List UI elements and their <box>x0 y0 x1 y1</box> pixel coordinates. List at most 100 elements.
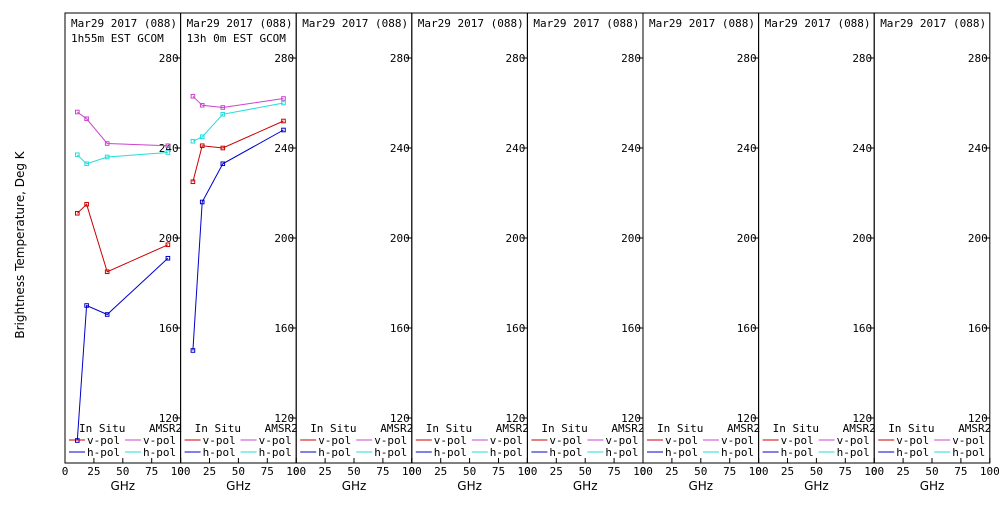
series-insitu-vpol-point <box>165 242 171 248</box>
series-insitu-vpol-point <box>190 179 196 185</box>
legend-label-amsr2-vpol: v-pol <box>490 434 523 447</box>
series-amsr2-hpol-point <box>199 134 205 140</box>
series-insitu-hpol-line <box>192 129 284 351</box>
chart-panel-4: Mar29 2017 (088) 120 160 200 240 280 0 25 50 75 10… <box>408 12 537 493</box>
panel-title-line: Mar29 2017 (088) <box>880 17 986 30</box>
y-tick-label: 160 <box>968 322 988 335</box>
y-tick-label: 120 <box>852 412 872 425</box>
x-tick-label: 75 <box>954 465 967 478</box>
legend-label-amsr2-hpol: h-pol <box>952 446 985 459</box>
legend-label-amsr2-hpol: h-pol <box>721 446 754 459</box>
chart-panel-3: Mar29 2017 (088) 120 160 200 240 280 0 25 50 75 10… <box>293 12 422 493</box>
x-tick-label: 0 <box>62 465 69 478</box>
x-tick-label: 100 <box>864 465 884 478</box>
series-amsr2-hpol-point <box>84 161 89 167</box>
legend-label-amsr2-vpol: v-pol <box>374 434 407 447</box>
panel-title-line: Mar29 2017 (088) <box>302 17 408 30</box>
x-tick-label: 25 <box>665 465 678 478</box>
legend-header-insitu: In Situ <box>773 422 819 435</box>
y-tick-label: 160 <box>737 322 757 335</box>
x-axis-label: GHz <box>342 479 367 493</box>
x-tick-label: 0 <box>640 465 647 478</box>
y-tick-label: 280 <box>737 52 757 65</box>
legend-label-amsr2-hpol: h-pol <box>605 446 638 459</box>
panel-title-line: Mar29 2017 (088) <box>71 17 177 30</box>
x-tick-label: 25 <box>550 465 563 478</box>
y-tick-label: 120 <box>737 412 757 425</box>
series-amsr2-vpol-point <box>165 143 171 149</box>
x-tick-label: 75 <box>723 465 736 478</box>
x-tick-label: 100 <box>171 465 191 478</box>
panel-title-line: Mar29 2017 (088) <box>649 17 755 30</box>
y-tick-label: 200 <box>621 232 641 245</box>
legend-header-amsr2: AMSR2 <box>958 422 991 435</box>
legend-header-insitu: In Situ <box>310 422 356 435</box>
chart-panel-8: Mar29 2017 (088) 120 160 200 240 280 0 25 50 75 10… <box>871 12 1000 493</box>
y-tick-label: 120 <box>621 412 641 425</box>
panel-title-line: Mar29 2017 (088) <box>765 17 871 30</box>
legend-label-amsr2-hpol: h-pol <box>374 446 407 459</box>
panel-title-line: Mar29 2017 (088) <box>418 17 524 30</box>
y-tick-label: 160 <box>621 322 641 335</box>
legend-label-insitu-vpol: v-pol <box>203 434 236 447</box>
x-axis-label: GHz <box>688 479 713 493</box>
legend-header-amsr2: AMSR2 <box>265 422 298 435</box>
legend-header-insitu: In Situ <box>426 422 472 435</box>
y-tick-label: 240 <box>852 142 872 155</box>
legend-label-amsr2-vpol: v-pol <box>605 434 638 447</box>
y-tick-label: 120 <box>968 412 988 425</box>
y-tick-label: 200 <box>852 232 872 245</box>
x-tick-label: 50 <box>347 465 360 478</box>
y-tick-label: 200 <box>159 232 179 245</box>
y-tick-label: 280 <box>506 52 526 65</box>
legend-label-insitu-hpol: h-pol <box>203 446 236 459</box>
series-amsr2-hpol-point <box>104 154 110 160</box>
y-tick-label: 160 <box>390 322 410 335</box>
series-amsr2-hpol-point <box>281 100 286 106</box>
y-tick-label: 280 <box>274 52 294 65</box>
y-tick-label: 200 <box>968 232 988 245</box>
series-amsr2-vpol-line <box>192 95 284 109</box>
series-insitu-hpol-point <box>281 127 286 133</box>
panel-title-line: Mar29 2017 (088) <box>187 17 293 30</box>
legend-label-insitu-vpol: v-pol <box>549 434 582 447</box>
x-tick-label: 25 <box>87 465 100 478</box>
x-tick-label: 25 <box>434 465 447 478</box>
legend-header-amsr2: AMSR2 <box>496 422 529 435</box>
y-tick-label: 120 <box>159 412 179 425</box>
y-tick-label: 200 <box>390 232 410 245</box>
chart-panel-6: Mar29 2017 (088) 120 160 200 240 280 0 25 50 75 10… <box>640 12 769 493</box>
y-axis-label: Brightness Temperature, Deg K <box>13 150 27 338</box>
legend-header-insitu: In Situ <box>79 422 125 435</box>
y-tick-label: 200 <box>737 232 757 245</box>
legend-label-insitu-hpol: h-pol <box>549 446 582 459</box>
x-tick-label: 50 <box>810 465 823 478</box>
legend-header-amsr2: AMSR2 <box>727 422 760 435</box>
y-tick-label: 280 <box>852 52 872 65</box>
series-insitu-hpol-point <box>199 199 205 205</box>
series-amsr2-vpol-point <box>84 116 89 122</box>
x-tick-label: 50 <box>232 465 245 478</box>
series-amsr2-hpol-point <box>190 138 196 144</box>
x-tick-label: 100 <box>402 465 422 478</box>
legend-label-insitu-vpol: v-pol <box>896 434 929 447</box>
x-axis-label: GHz <box>110 479 135 493</box>
chart-panel-1: Mar29 2017 (088) 1h55m EST GCOM 120 160 200 2… <box>62 12 191 493</box>
legend-header-amsr2: AMSR2 <box>380 422 413 435</box>
series-insitu-hpol-point <box>104 312 110 317</box>
y-tick-label: 160 <box>506 322 526 335</box>
x-tick-label: 25 <box>318 465 331 478</box>
y-tick-label: 120 <box>390 412 410 425</box>
legend-label-insitu-vpol: v-pol <box>87 434 120 447</box>
legend-header-amsr2: AMSR2 <box>149 422 182 435</box>
legend-label-amsr2-hpol: h-pol <box>259 446 292 459</box>
legend-label-amsr2-vpol: v-pol <box>952 434 985 447</box>
legend-header-amsr2: AMSR2 <box>843 422 876 435</box>
